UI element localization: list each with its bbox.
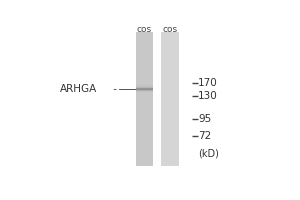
Text: --: -- [111,84,123,94]
Bar [136,87,153,88]
Bar [136,89,153,91]
Text: 170: 170 [198,78,218,88]
Text: 72: 72 [198,131,211,141]
Bar [136,90,153,92]
Text: 95: 95 [198,114,211,124]
Text: cos: cos [163,25,178,34]
Bar [136,88,153,90]
Text: ARHGA: ARHGA [59,84,97,94]
Text: cos: cos [137,25,152,34]
Text: 130: 130 [198,91,218,101]
Bar [136,85,153,87]
Text: (kD): (kD) [198,148,219,158]
Bar [136,32,153,166]
Bar [161,32,179,166]
